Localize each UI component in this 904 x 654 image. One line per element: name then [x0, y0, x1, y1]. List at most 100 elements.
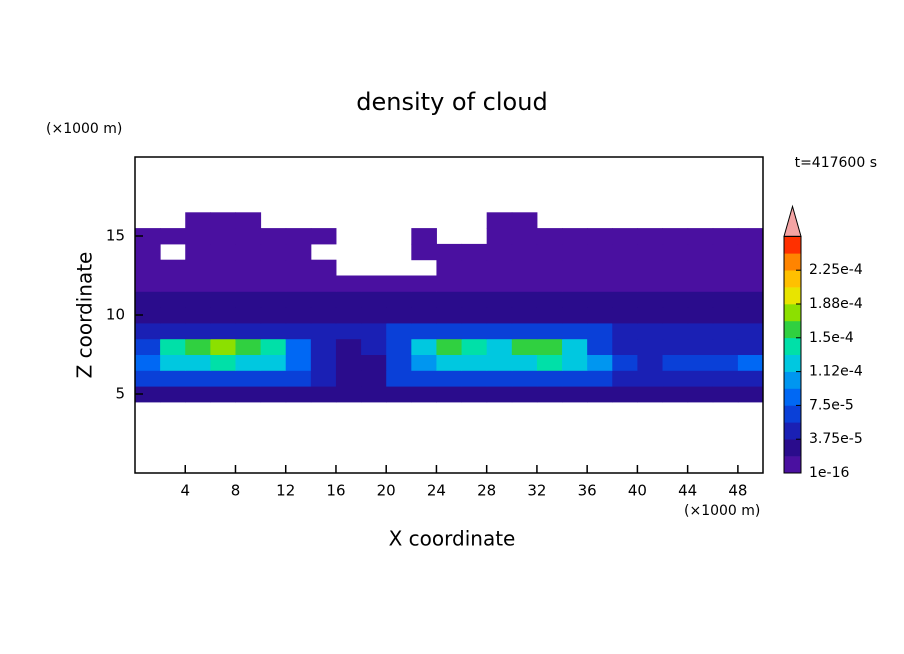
contour-cell: [562, 259, 588, 276]
contour-cell: [135, 338, 161, 355]
contour-cell: [536, 275, 563, 292]
contour-cell: [687, 275, 714, 292]
contour-cell: [235, 228, 262, 245]
contour-cell: [436, 307, 463, 324]
contour-cell: [210, 370, 236, 387]
contour-cell: [160, 354, 186, 371]
contour-cell: [386, 291, 412, 308]
contour-cell: [536, 386, 563, 403]
contour-cell: [737, 275, 764, 292]
contour-cell: [335, 322, 362, 340]
x-tick-label: 8: [231, 482, 241, 500]
colorbar-band: [784, 304, 801, 322]
x-tick-label: 28: [477, 482, 496, 500]
contour-cell: [436, 386, 463, 403]
contour-cell: [310, 307, 337, 324]
contour-cell: [260, 354, 287, 371]
contour-cell: [260, 259, 287, 276]
contour-cell: [637, 228, 664, 245]
x-tick-label: 4: [180, 482, 190, 500]
contour-cell: [210, 354, 236, 371]
contour-cell: [436, 275, 463, 292]
contour-cell: [637, 354, 664, 371]
colorbar-tick-label: 1.12e-4: [809, 364, 863, 380]
contour-cell: [335, 338, 362, 355]
contour-cell: [511, 243, 538, 261]
contour-cell: [235, 370, 262, 387]
contour-cell: [712, 243, 739, 261]
contour-cell: [260, 228, 287, 245]
contour-cell: [361, 307, 387, 324]
colorbar-band: [784, 371, 801, 389]
contour-cell: [135, 386, 161, 403]
contour-cell: [160, 338, 186, 355]
contour-cell: [386, 338, 412, 355]
contour-cell: [737, 307, 764, 324]
contour-cell: [260, 275, 287, 292]
contour-cell: [210, 307, 236, 324]
time-label: t=417600 s: [795, 155, 877, 171]
contour-cell: [436, 338, 463, 355]
contour-cell: [285, 259, 312, 276]
contour-cell: [687, 259, 714, 276]
contour-cell: [411, 307, 437, 324]
contour-cell: [737, 243, 764, 261]
colorbar-tick-label: 3.75e-5: [809, 431, 863, 447]
contour-cell: [712, 322, 739, 340]
contour-cell: [687, 354, 714, 371]
contour-cell: [461, 322, 488, 340]
contour-cell: [310, 291, 337, 308]
contour-cell: [185, 228, 211, 245]
contour-cell: [587, 322, 613, 340]
contour-cell: [486, 228, 513, 245]
contour-cell: [461, 370, 488, 387]
contour-cell: [662, 386, 689, 403]
contour-cell: [210, 338, 236, 355]
contour-cell: [210, 259, 236, 276]
colorbar-extend: [783, 204, 802, 237]
contour-cell: [511, 354, 538, 371]
contour-cell: [210, 228, 236, 245]
colorbar-tick-label: 7.5e-5: [809, 397, 854, 413]
contour-cell: [285, 386, 312, 403]
contour-cell: [511, 307, 538, 324]
contour-cell: [562, 228, 588, 245]
contour-cell: [612, 338, 638, 355]
contour-cell: [310, 259, 337, 276]
contour-cell: [637, 291, 664, 308]
contour-cell: [511, 386, 538, 403]
contour-cell: [135, 370, 161, 387]
contour-cell: [135, 243, 161, 261]
contour-cell: [185, 322, 211, 340]
contour-cell: [185, 259, 211, 276]
contour-cell: [461, 307, 488, 324]
contour-cell: [712, 259, 739, 276]
contour-cell: [135, 354, 161, 371]
y-tick-label: 10: [106, 306, 125, 324]
contour-cell: [562, 243, 588, 261]
contour-cell: [135, 291, 161, 308]
contour-cell: [612, 291, 638, 308]
contour-cell: [612, 259, 638, 276]
contour-cell: [235, 338, 262, 355]
contour-cell: [587, 228, 613, 245]
contour-cell: [235, 243, 262, 261]
colorbar-band: [784, 270, 801, 288]
contour-cell: [612, 243, 638, 261]
contour-cell: [637, 370, 664, 387]
contour-cell: [310, 386, 337, 403]
contour-cell: [411, 338, 437, 355]
contour-cell: [486, 212, 513, 229]
contour-cell: [737, 354, 764, 371]
colorbar-tick-label: 1e-16: [809, 465, 849, 481]
contour-cell: [335, 386, 362, 403]
contour-cell: [662, 322, 689, 340]
contour-cell: [662, 259, 689, 276]
contour-cell: [536, 259, 563, 276]
contour-cell: [587, 386, 613, 403]
contour-cell: [361, 322, 387, 340]
contour-cell: [687, 322, 714, 340]
contour-cell: [185, 212, 211, 229]
contour-cell: [335, 354, 362, 371]
contour-cell: [135, 275, 161, 292]
